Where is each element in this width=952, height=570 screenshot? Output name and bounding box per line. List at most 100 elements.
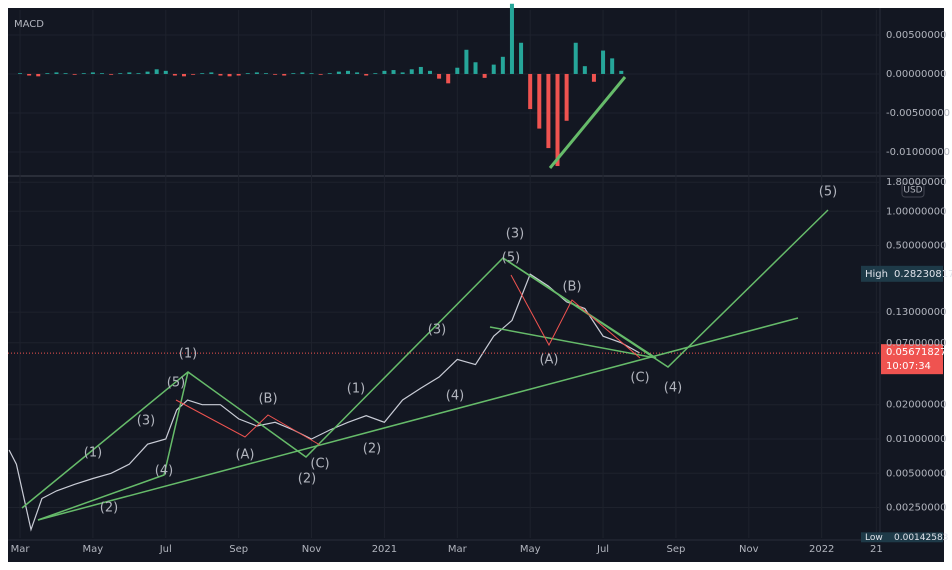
wave-label: (A) <box>539 353 558 368</box>
countdown: 10:07:34 <box>886 361 931 372</box>
histogram-bar <box>455 67 460 74</box>
wave-label: (2) <box>100 501 118 516</box>
y-tick-label: 1.80000000 <box>886 177 946 188</box>
y-tick-label: 0.13000000 <box>886 307 946 318</box>
histogram-bar <box>509 3 514 74</box>
histogram-bar <box>528 73 533 110</box>
histogram-bar <box>27 73 32 76</box>
wave-label: (4) <box>446 389 464 404</box>
y-tick-label: 0.02000000 <box>886 400 946 411</box>
y-tick-label: -0.01000000 <box>886 147 950 158</box>
wave-label: (5) <box>167 376 185 391</box>
wedge-line <box>502 257 657 359</box>
histogram-bar <box>601 50 606 74</box>
x-tick-label: Sep <box>229 544 248 555</box>
histogram-bar <box>209 72 214 74</box>
wave-label: (1) <box>347 382 365 397</box>
price-labels: 0.05671827 10:07:34 High 0.28230817 Low 0.001… <box>861 265 952 543</box>
histogram-bar <box>345 70 350 74</box>
histogram-bar <box>127 72 132 74</box>
histogram-bar <box>582 66 587 74</box>
wave-label: (3) <box>137 414 155 429</box>
y-tick-label: 0.01000000 <box>886 434 946 445</box>
histogram-bar <box>537 73 542 129</box>
wave-label: (A) <box>235 448 254 463</box>
histogram-bar <box>18 73 23 74</box>
histogram-bar <box>500 56 505 74</box>
histogram-bar <box>54 72 59 74</box>
high-value: 0.28230817 <box>894 269 952 280</box>
indicator-title: MACD <box>14 19 44 30</box>
correction-line <box>175 399 321 446</box>
histogram-bar <box>391 70 396 74</box>
histogram-bar <box>327 73 332 74</box>
wave-label: (C) <box>630 371 649 386</box>
wave-label: (2) <box>363 442 381 457</box>
histogram-bar <box>100 73 105 74</box>
last-price: 0.05671827 <box>886 347 946 358</box>
histogram-bar <box>473 62 478 74</box>
x-tick-label: Jul <box>159 544 172 555</box>
histogram-bar <box>546 73 551 149</box>
histogram-bar <box>427 70 432 74</box>
histogram-bar <box>263 73 268 74</box>
wave-label: (C) <box>310 457 329 472</box>
wave-line <box>37 371 189 521</box>
y-tick-label: 0.00000000 <box>886 69 946 80</box>
y-tick-label: 1.00000000 <box>886 206 946 217</box>
grid <box>8 10 880 538</box>
histogram-bar <box>254 72 259 74</box>
histogram-bar <box>364 73 369 76</box>
histogram-bar <box>218 73 223 76</box>
histogram-bar <box>282 73 287 76</box>
trend-line <box>37 317 799 521</box>
x-tick-label: May <box>83 544 104 555</box>
histogram-bar <box>118 73 123 74</box>
histogram-bar <box>482 73 487 78</box>
histogram-bar <box>36 73 41 77</box>
histogram-bar <box>619 70 624 74</box>
wave-label: (5) <box>819 185 837 200</box>
histogram-bar <box>45 73 50 74</box>
histogram-bar <box>437 73 442 79</box>
wave-label: (5) <box>502 251 520 266</box>
wave-label: (2) <box>298 472 316 487</box>
histogram-bar <box>355 72 360 74</box>
histogram-bar <box>291 73 296 74</box>
histogram-bar <box>591 73 596 82</box>
x-tick-label: 2022 <box>809 544 834 555</box>
histogram-bar <box>318 73 323 75</box>
wave-label: (4) <box>155 464 173 479</box>
histogram-bar <box>182 73 187 77</box>
histogram-bar <box>409 69 414 74</box>
correction-line <box>510 274 641 359</box>
histogram-bar <box>200 73 205 74</box>
histogram-bar <box>519 42 524 74</box>
x-tick-label: Nov <box>302 544 322 555</box>
y-tick-label: -0.00500000 <box>886 108 950 119</box>
currency: USD <box>903 186 922 196</box>
low-box <box>861 532 943 543</box>
histogram-bar <box>382 70 387 74</box>
histogram-bar <box>154 69 159 74</box>
histogram-bar <box>172 73 177 76</box>
high-box <box>861 265 943 282</box>
wave-label: (1) <box>84 446 102 461</box>
histogram-bar <box>610 58 615 74</box>
x-tick-label: 21 <box>870 544 883 555</box>
histogram-bar <box>555 73 560 167</box>
low-label: Low <box>865 533 883 543</box>
wave-line <box>21 209 829 509</box>
macd-trend-line <box>548 76 627 169</box>
drawings <box>21 76 829 521</box>
histogram-bar <box>418 66 423 74</box>
wave-label: (3) <box>428 323 446 338</box>
histogram-bar <box>464 49 469 74</box>
histogram-bar <box>564 73 569 121</box>
histogram-bar <box>236 73 241 76</box>
histogram-bar <box>273 73 278 75</box>
y-tick-label: 0.00500000 <box>886 30 946 41</box>
histogram-bar <box>145 71 150 74</box>
